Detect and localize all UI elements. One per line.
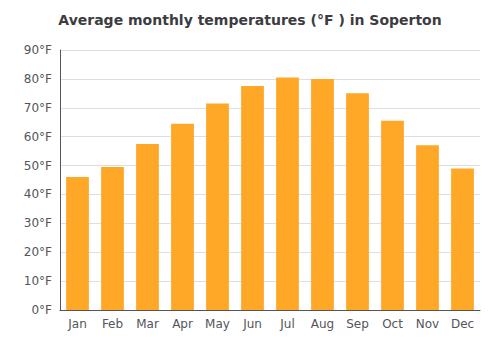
svg-text:Feb: Feb [102, 317, 123, 331]
svg-text:40°F: 40°F [24, 187, 52, 201]
svg-text:60°F: 60°F [24, 130, 52, 144]
svg-text:Nov: Nov [416, 317, 439, 331]
svg-text:Oct: Oct [382, 317, 403, 331]
svg-text:50°F: 50°F [24, 159, 52, 173]
svg-text:Jan: Jan [67, 317, 87, 331]
svg-text:90°F: 90°F [24, 43, 52, 57]
svg-text:20°F: 20°F [24, 245, 52, 259]
svg-text:Jun: Jun [242, 317, 262, 331]
svg-text:Sep: Sep [346, 317, 369, 331]
svg-text:0°F: 0°F [31, 303, 52, 317]
svg-text:Aug: Aug [311, 317, 334, 331]
svg-text:Mar: Mar [136, 317, 159, 331]
svg-text:10°F: 10°F [24, 274, 52, 288]
svg-text:Jul: Jul [279, 317, 294, 331]
svg-text:May: May [205, 317, 230, 331]
svg-text:Apr: Apr [172, 317, 193, 331]
svg-text:70°F: 70°F [24, 101, 52, 115]
svg-text:Dec: Dec [451, 317, 474, 331]
svg-text:80°F: 80°F [24, 72, 52, 86]
svg-text:Average monthly temperatures (: Average monthly temperatures (°F ) in So… [58, 12, 441, 28]
svg-text:30°F: 30°F [24, 216, 52, 230]
